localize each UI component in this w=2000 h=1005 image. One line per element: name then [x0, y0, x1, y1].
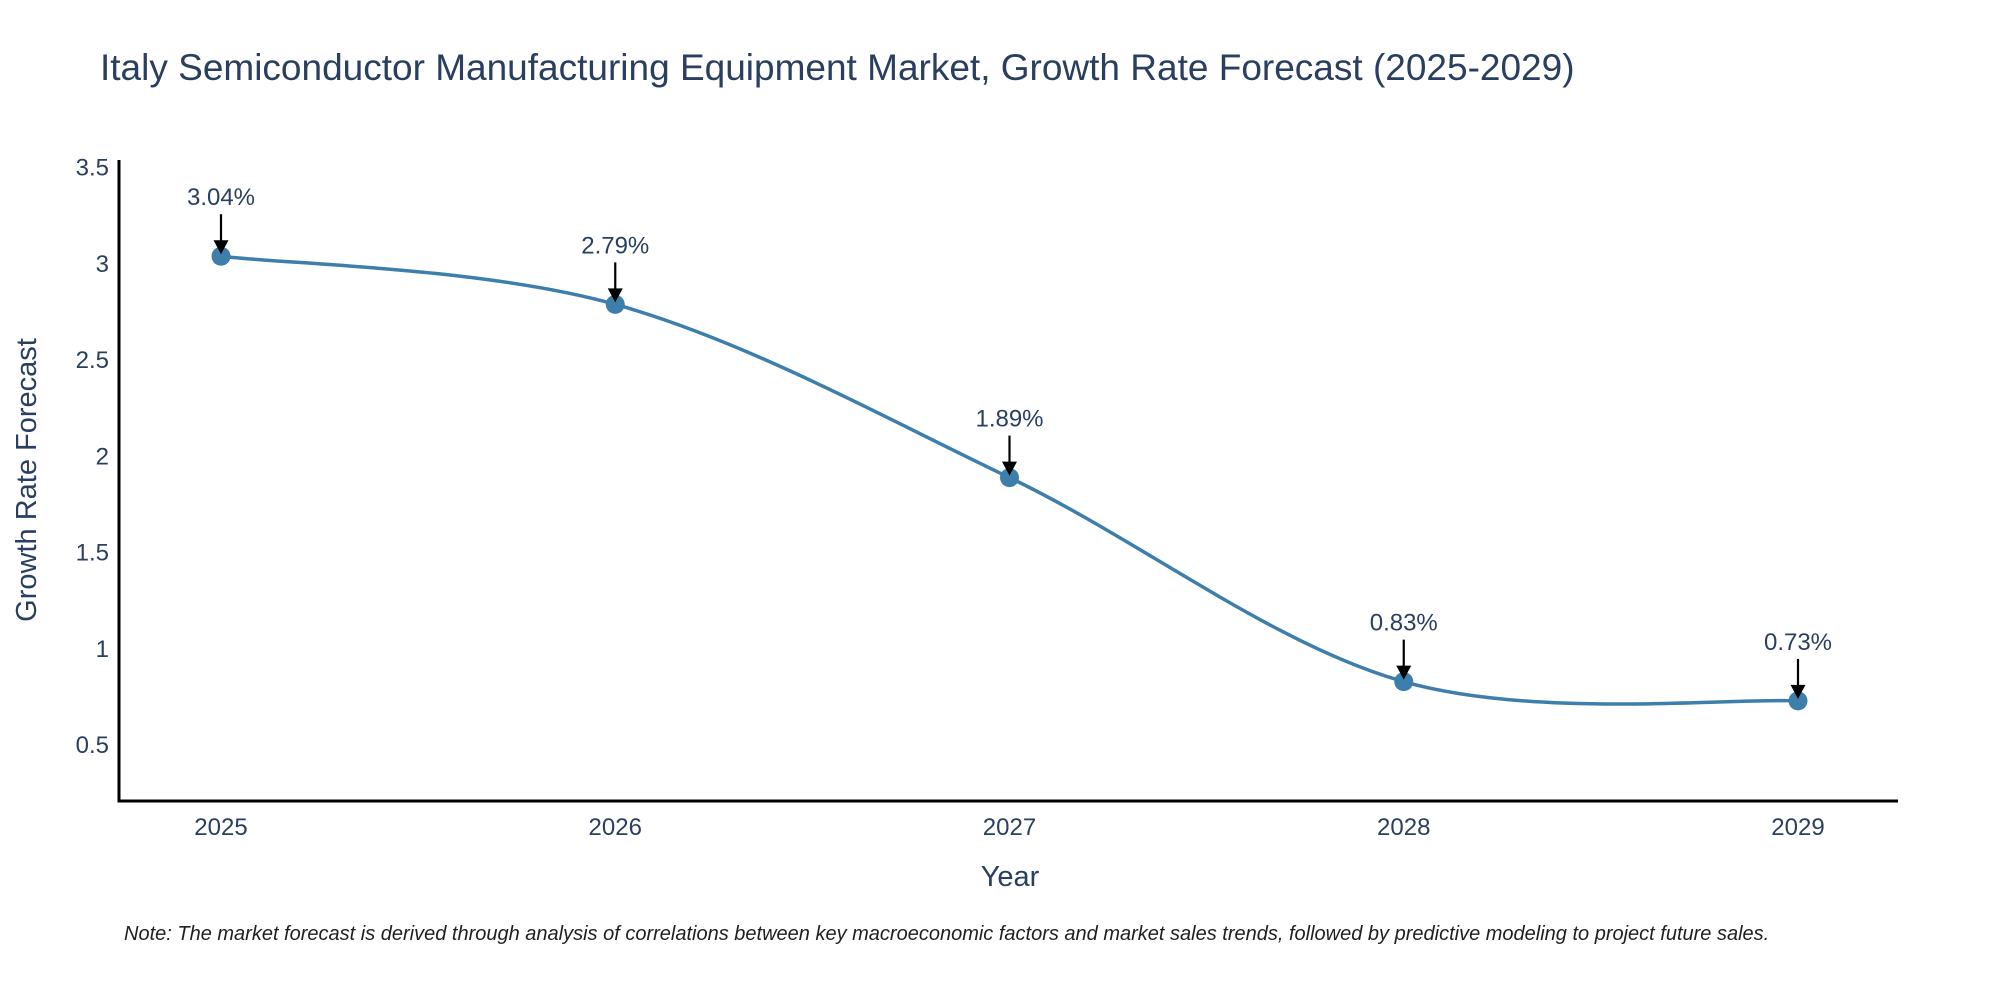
data-label-2025: 3.04%: [187, 184, 255, 211]
data-label-2029: 0.73%: [1764, 629, 1832, 656]
data-point-2027[interactable]: [1000, 468, 1019, 488]
data-label-2026: 2.79%: [581, 232, 649, 259]
annotation-arrow-head: [607, 288, 623, 303]
chart-note: Note: The market forecast is derived thr…: [124, 923, 1769, 945]
x-tick-label: 2029: [1771, 814, 1824, 841]
y-tick-label: 1.5: [76, 540, 109, 567]
annotation-arrow-head: [213, 240, 229, 255]
data-label-2027: 1.89%: [975, 406, 1043, 433]
x-axis: 2025 2026 2027 2028 2029: [117, 799, 1898, 841]
data-point-2029[interactable]: [1788, 691, 1808, 711]
annotation-arrow-head: [1396, 665, 1412, 680]
series-growth-rate: [211, 246, 1808, 711]
x-tick-label: 2025: [194, 814, 247, 841]
data-labels: 3.04% 2.79% 1.89% 0.83% 0.73%: [187, 184, 1832, 699]
y-tick-label: 3.5: [76, 155, 109, 182]
data-point-2026[interactable]: [605, 294, 625, 314]
y-tick-label: 3: [96, 251, 109, 278]
x-tick-label: 2026: [589, 814, 642, 841]
y-axis-title: Growth Rate Forecast: [11, 338, 43, 622]
y-axis: 0.5 1 1.5 2 2.5 3 3.5: [76, 155, 121, 801]
data-label-2028: 0.83%: [1370, 610, 1438, 637]
y-tick-label: 2: [96, 443, 109, 470]
chart-title: Italy Semiconductor Manufacturing Equipm…: [100, 47, 1575, 88]
x-tick-label: 2028: [1377, 814, 1430, 841]
data-point-2025[interactable]: [211, 246, 231, 266]
annotation-arrow-head: [1790, 684, 1806, 699]
y-tick-label: 1: [96, 636, 109, 663]
data-point-2028[interactable]: [1394, 672, 1414, 692]
x-tick-label: 2027: [983, 814, 1036, 841]
annotation-arrow-head: [1002, 461, 1017, 476]
x-axis-title: Year: [981, 861, 1040, 893]
y-tick-label: 2.5: [76, 347, 109, 374]
y-tick-label: 0.5: [76, 732, 109, 759]
